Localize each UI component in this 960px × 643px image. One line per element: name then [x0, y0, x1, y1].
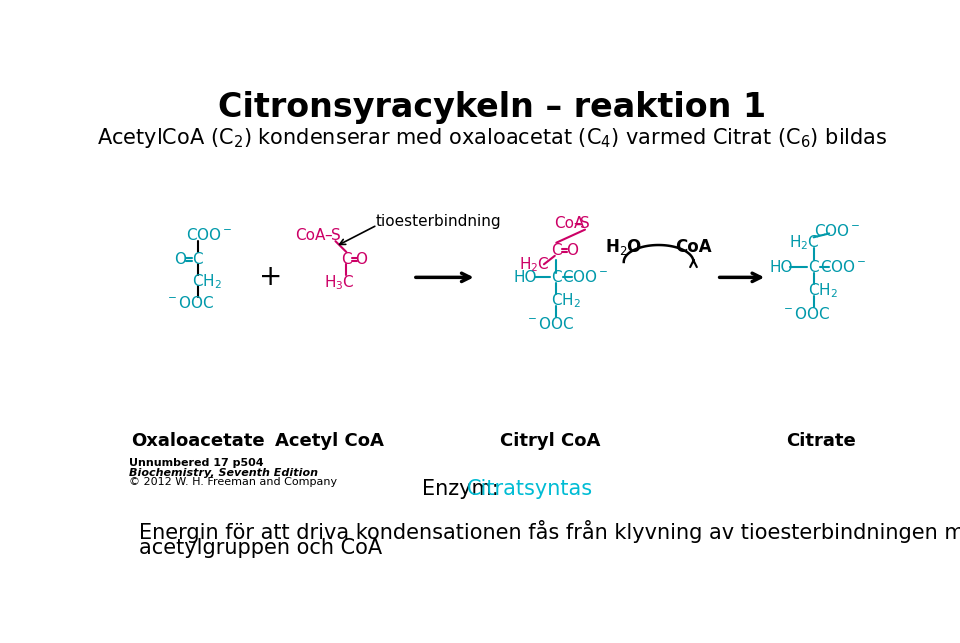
Text: $^-$OOC: $^-$OOC — [165, 294, 214, 311]
Text: CH$_2$: CH$_2$ — [192, 272, 222, 291]
Text: O: O — [355, 252, 367, 267]
Text: C: C — [551, 243, 562, 258]
Text: S: S — [330, 228, 341, 242]
Text: Energin för att driva kondensationen fås från klyvning av tioesterbindningen mel: Energin för att driva kondensationen fås… — [139, 520, 960, 543]
Text: C: C — [341, 252, 351, 267]
Text: C: C — [551, 270, 562, 285]
Text: C: C — [808, 260, 819, 275]
Text: AcetylCoA (C$_2$) kondenserar med oxaloacetat (C$_4$) varmed Citrat (C$_6$) bild: AcetylCoA (C$_2$) kondenserar med oxaloa… — [97, 125, 887, 150]
Text: CH$_2$: CH$_2$ — [551, 291, 581, 310]
Text: C: C — [192, 252, 203, 267]
Text: O: O — [565, 243, 578, 258]
Text: Unnumbered 17 p504: Unnumbered 17 p504 — [130, 458, 264, 468]
Text: Enzym:: Enzym: — [422, 479, 506, 499]
Text: COO$^-$: COO$^-$ — [820, 259, 867, 275]
Text: H$_3$C: H$_3$C — [324, 273, 354, 292]
Text: $^-$OOC: $^-$OOC — [525, 316, 575, 332]
Text: Citronsyracykeln – reaktion 1: Citronsyracykeln – reaktion 1 — [218, 91, 766, 124]
Text: CH$_2$: CH$_2$ — [808, 281, 838, 300]
Text: Citratsyntas: Citratsyntas — [468, 479, 593, 499]
Text: Citrate: Citrate — [786, 432, 856, 450]
Text: CoA: CoA — [295, 228, 325, 242]
Text: S: S — [580, 216, 589, 231]
Text: COO$^-$: COO$^-$ — [186, 227, 232, 243]
Text: CoA: CoA — [675, 237, 711, 255]
Text: $^-$OOC: $^-$OOC — [781, 305, 830, 322]
Text: © 2012 W. H. Freeman and Company: © 2012 W. H. Freeman and Company — [130, 477, 337, 487]
Text: –: – — [324, 228, 331, 242]
Text: –: – — [573, 216, 581, 231]
Text: +: + — [259, 264, 283, 291]
Text: H$_2$C: H$_2$C — [519, 255, 550, 274]
Text: Citryl CoA: Citryl CoA — [500, 432, 600, 450]
Text: H$_2$C: H$_2$C — [789, 233, 820, 252]
Text: tioesterbindning: tioesterbindning — [375, 213, 501, 229]
Text: COO$^-$: COO$^-$ — [562, 269, 609, 285]
Text: HO: HO — [514, 270, 537, 285]
Text: H$_2$O: H$_2$O — [605, 237, 642, 257]
Text: Oxaloacetate: Oxaloacetate — [131, 432, 264, 450]
Text: O: O — [175, 252, 186, 267]
Text: Biochemistry, Seventh Edition: Biochemistry, Seventh Edition — [130, 467, 319, 478]
Text: Acetyl CoA: Acetyl CoA — [275, 432, 384, 450]
Text: acetylgruppen och CoA: acetylgruppen och CoA — [139, 538, 382, 558]
Text: COO$^-$: COO$^-$ — [813, 223, 860, 239]
Text: CoA: CoA — [554, 216, 585, 231]
Text: HO: HO — [769, 260, 793, 275]
